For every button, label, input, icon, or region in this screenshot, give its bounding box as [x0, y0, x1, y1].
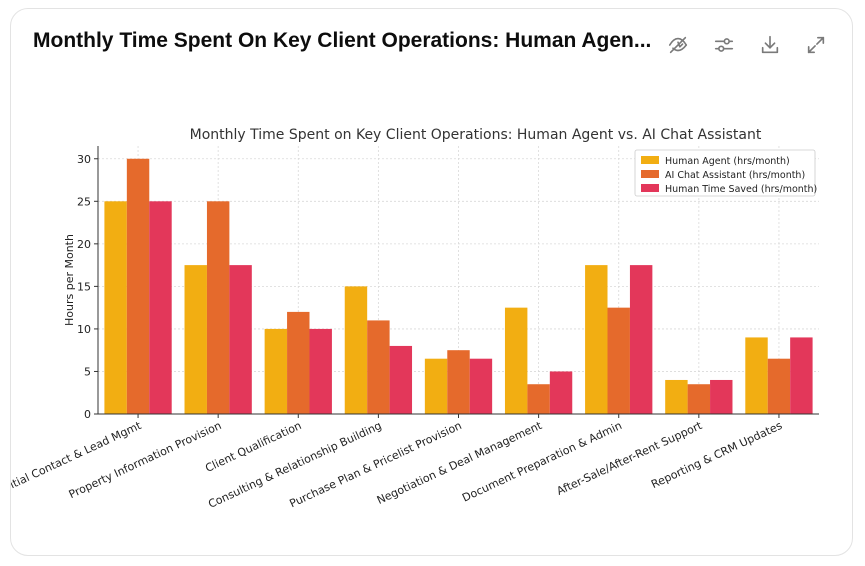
sliders-icon — [714, 38, 734, 52]
x-tick-label: Reporting & CRM Updates — [649, 419, 784, 491]
bar-ai-chat-assistant — [367, 320, 390, 414]
download-button[interactable] — [754, 29, 786, 61]
legend-label: AI Chat Assistant (hrs/month) — [665, 170, 805, 181]
bar-human-time-saved — [469, 358, 493, 414]
bar-ai-chat-assistant — [687, 384, 711, 414]
y-axis-label: Hours per Month — [63, 234, 76, 326]
y-tick-label: 20 — [77, 238, 91, 251]
bar-ai-chat-assistant — [206, 201, 230, 414]
y-tick-label: 5 — [84, 365, 91, 378]
x-tick-label: Property Information Provision — [67, 419, 224, 501]
chart-toolbar — [662, 29, 832, 61]
bar-human-agent — [424, 358, 448, 414]
y-tick-label: 30 — [77, 153, 91, 166]
chart-title: Monthly Time Spent on Key Client Operati… — [190, 127, 762, 143]
bar-human-time-saved — [229, 265, 252, 414]
chart-area: Monthly Time Spent on Key Client Operati… — [11, 119, 852, 519]
y-tick-label: 0 — [84, 408, 91, 421]
bar-human-time-saved — [710, 379, 733, 414]
x-tick-label: Document Preparation & Admin — [460, 419, 624, 505]
eye-off-icon — [668, 36, 688, 54]
legend-swatch — [641, 184, 659, 192]
settings-button[interactable] — [708, 29, 740, 61]
bar-human-time-saved — [549, 371, 573, 414]
legend-box — [634, 149, 816, 197]
bar-human-agent — [264, 328, 288, 414]
bar-human-time-saved — [629, 265, 653, 414]
y-tick-label: 25 — [77, 195, 91, 208]
legend-label: Human Agent (hrs/month) — [665, 156, 790, 167]
expand-button[interactable] — [800, 29, 832, 61]
download-icon — [761, 35, 779, 54]
chart-card: Monthly Time Spent On Key Client Operati… — [10, 8, 853, 556]
bar-human-time-saved — [309, 328, 332, 414]
expand-icon — [807, 36, 825, 54]
bar-human-agent — [585, 265, 608, 414]
y-tick-label: 10 — [77, 323, 91, 336]
bar-ai-chat-assistant — [287, 311, 310, 414]
y-tick-label: 15 — [77, 280, 91, 293]
bar-ai-chat-assistant — [447, 350, 470, 414]
bar-ai-chat-assistant — [527, 384, 550, 414]
x-tick-label: After-Sale/After-Rent Support — [555, 419, 705, 498]
bar-human-agent — [104, 201, 127, 414]
bar-human-agent — [344, 286, 368, 414]
legend-swatch — [641, 156, 659, 164]
bar-chart: Monthly Time Spent on Key Client Operati… — [11, 127, 819, 511]
bar-human-agent — [184, 265, 207, 414]
bar-ai-chat-assistant — [607, 307, 630, 414]
bar-human-agent — [665, 379, 688, 414]
bar-ai-chat-assistant — [767, 358, 791, 414]
bar-human-agent — [745, 337, 768, 414]
bar-human-time-saved — [389, 345, 413, 414]
bar-ai-chat-assistant — [126, 158, 150, 414]
legend-swatch — [641, 170, 659, 178]
bar-human-time-saved — [790, 337, 813, 414]
chart-card-title: Monthly Time Spent On Key Client Operati… — [33, 29, 652, 52]
bar-human-time-saved — [149, 201, 172, 414]
bar-human-agent — [504, 307, 528, 414]
legend-label: Human Time Saved (hrs/month) — [665, 184, 817, 195]
hide-button[interactable] — [662, 29, 694, 61]
